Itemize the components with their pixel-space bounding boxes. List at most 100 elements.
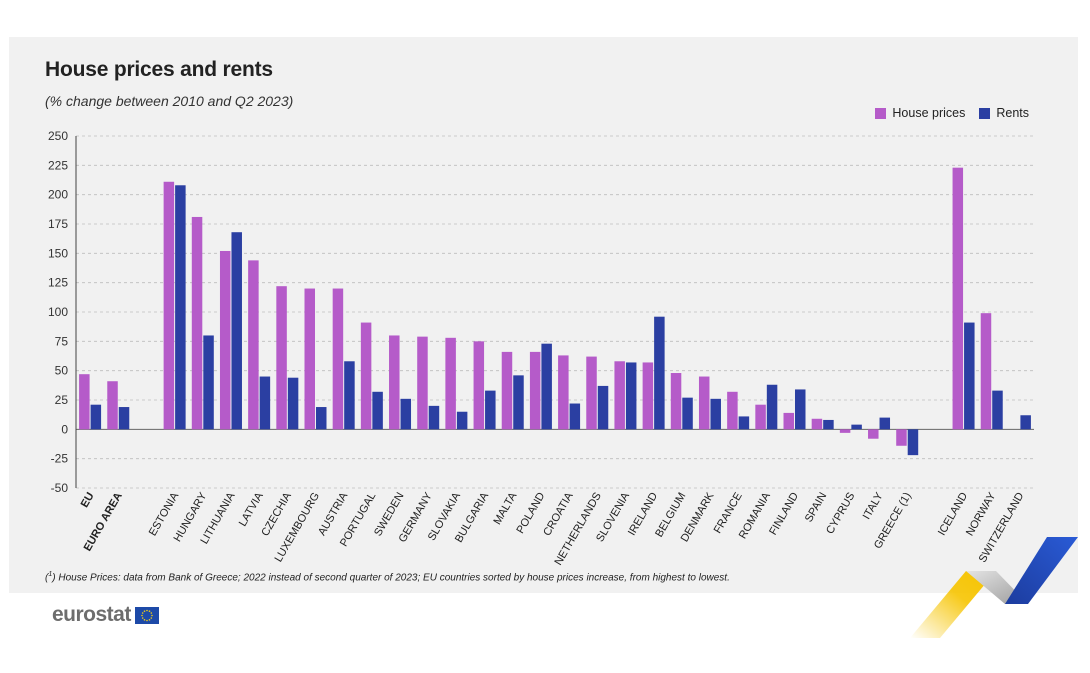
bar-rents [344, 361, 355, 430]
bar-rents [569, 403, 581, 430]
bar-house-prices [896, 429, 907, 446]
bar-house-prices [698, 376, 710, 430]
bar-house-prices [614, 361, 625, 430]
y-tick-label: 175 [48, 217, 68, 231]
bar-house-prices [783, 412, 794, 430]
footnote: (1) House Prices: data from Bank of Gree… [45, 571, 730, 584]
y-tick-label: 200 [48, 188, 68, 202]
y-tick-label: 100 [48, 305, 68, 319]
chart-title: House prices and rents [45, 58, 273, 81]
bar-house-prices [839, 429, 851, 433]
bar-house-prices [868, 429, 879, 439]
y-tick-label: -50 [51, 481, 69, 495]
bar-house-prices [79, 374, 90, 430]
bar-rents [823, 419, 834, 430]
bar-house-prices [191, 216, 203, 430]
bar-house-prices [811, 418, 823, 430]
bar-house-prices [642, 362, 654, 430]
y-tick-label: 50 [55, 364, 69, 378]
legend-item-rents: Rents [979, 106, 1029, 120]
y-tick-label: 125 [48, 276, 68, 290]
flag-star [146, 609, 148, 611]
bar-house-prices [445, 337, 456, 430]
bar-rents [203, 335, 214, 430]
legend-swatch-house-prices [875, 107, 887, 119]
bar-house-prices [163, 181, 175, 430]
y-tick-label: 25 [55, 393, 69, 407]
bar-rents [428, 405, 440, 430]
bar-rents [597, 385, 609, 430]
flag-star [148, 618, 151, 621]
bar-house-prices [276, 286, 287, 430]
bar-rents [682, 397, 693, 430]
bar-rents [400, 398, 412, 430]
bar-rents [456, 411, 468, 430]
y-tick-label: -25 [51, 452, 69, 466]
bar-rents [625, 362, 637, 430]
flag-star [146, 619, 148, 621]
bar-rents [654, 316, 665, 430]
chart-subtitle: (% change between 2010 and Q2 2023) [45, 93, 294, 109]
y-tick-label: 75 [55, 334, 69, 348]
legend-swatch-rents [979, 107, 991, 119]
bar-rents [992, 390, 1003, 430]
bar-house-prices [558, 355, 569, 430]
flag-star [141, 614, 143, 616]
logo-text: eurostat [52, 603, 131, 626]
bar-house-prices [755, 404, 766, 430]
flag-star [151, 614, 153, 616]
bar-rents [795, 389, 806, 430]
bar-house-prices [107, 381, 118, 430]
flag-star [143, 609, 146, 612]
bar-house-prices [586, 356, 597, 430]
eurostat-logo: eurostat [52, 603, 159, 627]
bar-rents [541, 343, 552, 430]
bar-rents [851, 424, 862, 430]
bar-rents [485, 390, 496, 430]
bar-rents [766, 384, 778, 430]
y-tick-label: 0 [61, 422, 68, 436]
bar-rents [513, 375, 524, 430]
bar-rents [90, 404, 102, 430]
bar-rents [259, 376, 271, 430]
bar-rents [287, 377, 299, 430]
bar-rents [710, 398, 721, 430]
footnote-marker: 1 [48, 571, 53, 578]
bar-rents [879, 417, 891, 430]
flag-star [143, 618, 146, 621]
flag-star [141, 611, 144, 614]
bar-house-prices [389, 335, 400, 430]
bar-house-prices [473, 341, 485, 430]
bar-house-prices [670, 373, 682, 430]
flag-star [141, 616, 144, 619]
bar-rents [907, 429, 919, 456]
bar-rents [738, 416, 750, 430]
bar-rents [118, 407, 130, 430]
flag-star [148, 609, 151, 612]
bar-rents [964, 322, 975, 430]
bar-house-prices [360, 322, 372, 430]
legend: House prices Rents [875, 106, 1029, 120]
bar-house-prices [727, 391, 738, 430]
bar-rents [372, 391, 383, 430]
bar-house-prices [417, 336, 428, 430]
flag-star [150, 616, 152, 619]
y-tick-label: 250 [48, 129, 68, 143]
legend-item-house-prices: House prices [875, 106, 965, 120]
bar-rents [175, 185, 186, 430]
bar-house-prices [248, 260, 259, 430]
bar-house-prices [529, 351, 541, 430]
flag-star [150, 611, 152, 614]
legend-label-rents: Rents [996, 106, 1029, 120]
bar-rents [231, 232, 242, 430]
bar-house-prices [332, 288, 344, 430]
bar-house-prices [980, 313, 992, 430]
eu-flag-icon [134, 606, 159, 624]
y-tick-label: 225 [48, 158, 68, 172]
bar-house-prices [304, 288, 315, 430]
bar-house-prices [501, 351, 513, 430]
y-tick-label: 150 [48, 246, 68, 260]
bar-house-prices [219, 250, 231, 430]
